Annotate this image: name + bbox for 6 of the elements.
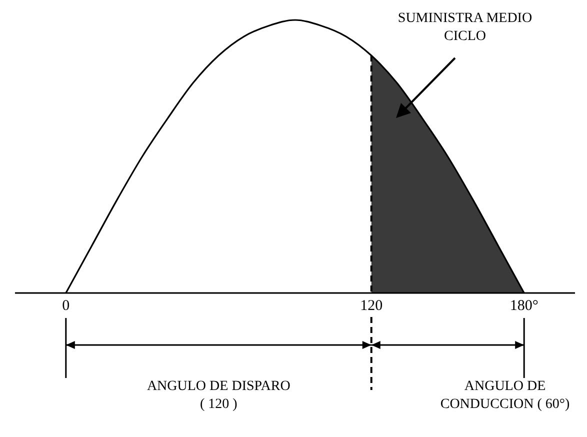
x-tick-label: 180° bbox=[510, 298, 538, 314]
text: ANGULO DE DISPARO ( 120 ) bbox=[146, 379, 290, 412]
x-tick-label: 120 bbox=[360, 298, 383, 314]
text: ANGULO DE CONDUCCION ( 60°) bbox=[440, 379, 570, 412]
annotation: SUMINISTRA MEDIO CICLO bbox=[398, 11, 532, 44]
x-tick-label: 0 bbox=[62, 298, 70, 314]
